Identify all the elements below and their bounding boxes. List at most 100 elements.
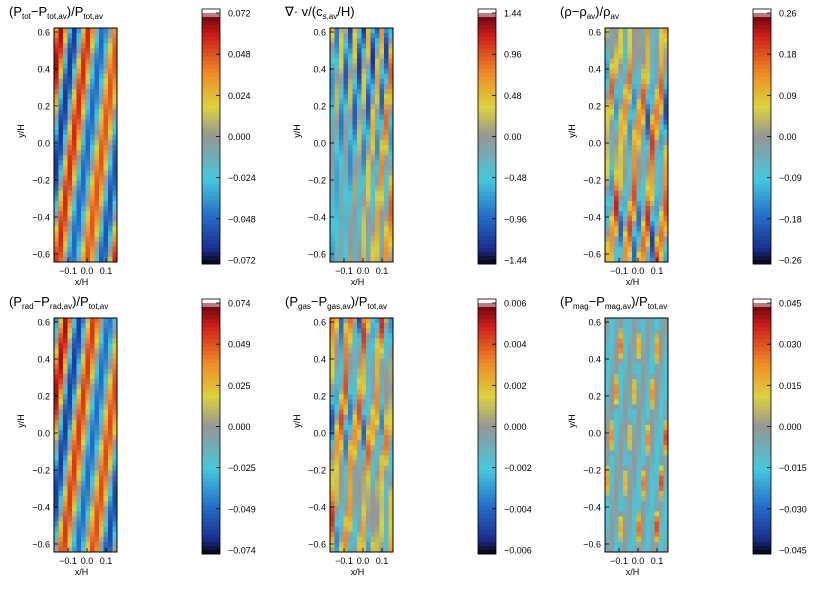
y-tick-label: −0.4 [32,213,50,223]
heatmap-cell [99,139,104,146]
heatmap-cell [636,531,642,538]
heatmap-cell [81,531,86,538]
heatmap-cell [99,399,104,405]
heatmap-cell [343,216,349,222]
heatmap-cell [627,399,633,405]
heatmap-cell [90,134,95,141]
heatmap-cell [63,211,68,217]
colorbar-step [753,346,771,352]
heatmap-cell [614,221,619,227]
heatmap-cell [330,536,335,543]
heatmap-cell [108,414,113,421]
heatmap-cell [370,53,376,59]
heatmap-cell [348,53,353,59]
heatmap-cell [343,83,349,90]
heatmap-cell [81,318,86,324]
heatmap-cell [76,429,82,436]
heatmap-cell [352,78,358,85]
heatmap-cell [85,150,91,156]
heatmap-cell [609,63,615,70]
heatmap-cell [379,83,385,90]
colorbar-step [753,64,771,70]
heatmap-cell [85,185,91,192]
heatmap-cell [632,216,637,222]
heatmap-cell [54,516,59,522]
heatmap-cell [654,511,660,517]
heatmap-cell [384,200,389,207]
heatmap-cell [605,58,610,65]
heatmap-cell [90,373,95,380]
heatmap-cell [67,546,73,553]
heatmap-cell [361,43,367,49]
heatmap-cell [379,465,385,472]
heatmap-cell [361,348,367,355]
heatmap-cell [352,511,358,517]
heatmap-cell [366,206,371,212]
heatmap-cell [54,195,59,202]
heatmap-cell [54,455,59,461]
heatmap-cell [63,206,68,212]
heatmap-cell [627,99,633,105]
heatmap-cell [85,129,91,136]
colorbar-step [478,346,496,352]
heatmap-cell [357,114,362,120]
colorbar-step [202,430,220,435]
heatmap-cell [108,73,113,80]
heatmap-cell [94,180,100,187]
colorbar-step [478,322,496,328]
heatmap-cell [54,399,59,405]
heatmap-cell [81,246,86,253]
heatmap-cell [112,343,118,349]
heatmap-cell [94,521,100,527]
heatmap-cell [663,175,669,182]
heatmap-cell [330,104,335,110]
heatmap-cell [108,511,113,517]
colorbar-step [202,188,220,193]
heatmap-cell [375,150,380,156]
y-tick-label: −0.4 [583,213,601,223]
heatmap-cell [614,211,619,217]
heatmap-cell [379,536,385,543]
colorbar-step [478,244,496,249]
heatmap-cell [636,384,642,390]
colorbar-step [478,72,496,78]
heatmap-cell [370,68,376,75]
heatmap-cell [614,490,619,497]
heatmap-cell [330,363,335,370]
heatmap-cell [627,104,633,110]
heatmap-cell [63,48,68,54]
heatmap-cell [375,318,380,324]
heatmap-cell [605,323,610,329]
heatmap-cell [67,63,73,70]
heatmap-cell [623,134,628,141]
heatmap-cell [63,160,68,166]
y-tick-label: 0.2 [588,392,601,402]
heatmap-cell [609,368,615,375]
heatmap-cell [99,246,104,253]
heatmap-cell [370,190,376,197]
colorbar-step [478,200,496,205]
heatmap-cell [663,318,669,324]
heatmap-cell [641,526,646,533]
heatmap-cell [58,373,64,380]
heatmap-cell [81,256,86,263]
heatmap-cell [654,440,660,446]
heatmap-cell [76,333,82,339]
heatmap-cell [103,338,109,344]
heatmap-cell [108,404,113,410]
heatmap-cell [339,485,344,492]
colorbar-step [753,299,771,304]
heatmap-cell [72,33,77,39]
heatmap-cell [618,531,624,538]
colorbar-step [202,498,220,503]
heatmap-cell [330,373,335,380]
heatmap-cell [623,414,628,421]
heatmap-cell [609,384,615,390]
heatmap-cell [72,94,77,100]
colorbar-step [478,108,496,114]
heatmap-cell [650,490,655,497]
x-tick-label: 0.0 [632,266,645,276]
heatmap-cell [54,465,59,472]
heatmap-cell [654,490,660,497]
heatmap-cell [330,160,335,166]
